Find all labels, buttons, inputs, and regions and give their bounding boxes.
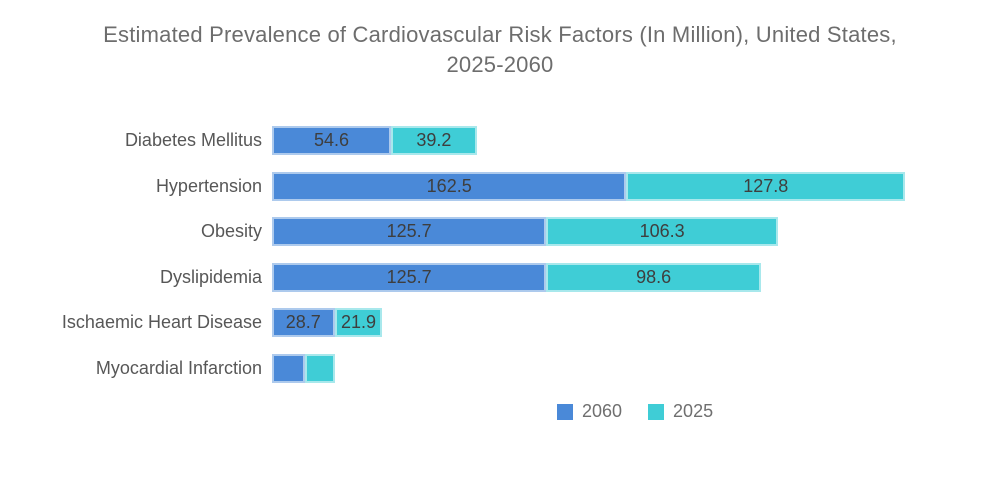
category-label: Ischaemic Heart Disease: [61, 312, 262, 333]
chart-row: Myocardial Infarction: [0, 346, 1000, 392]
bar-group: 54.6 39.2: [272, 126, 477, 156]
legend-item-2060[interactable]: 2060: [557, 401, 622, 422]
bar-group: [272, 353, 335, 383]
bar-value-label: 125.7: [386, 266, 432, 287]
bar-segment-2060[interactable]: 28.7: [272, 308, 335, 338]
chart-row: Obesity 125.7 106.3: [0, 209, 1000, 255]
bar-value-label: 21.9: [340, 312, 377, 333]
category-label: Hypertension: [155, 175, 262, 196]
stacked-bar-chart: Diabetes Mellitus 54.6 39.2 Hypertension 162…: [0, 118, 1000, 391]
bar-group: 125.7 98.6: [272, 262, 762, 292]
bar-group: 125.7 106.3: [272, 217, 778, 247]
chart-title-line1: Estimated Prevalence of Cardiovascular R…: [103, 22, 897, 47]
bar-segment-2025[interactable]: 39.2: [391, 126, 477, 156]
bar-segment-2025[interactable]: 21.9: [334, 308, 383, 338]
bar-segment-2025[interactable]: 127.8: [626, 171, 906, 201]
chart-title: Estimated Prevalence of Cardiovascular R…: [0, 0, 1000, 80]
legend-item-2025[interactable]: 2025: [648, 401, 713, 422]
category-label: Diabetes Mellitus: [124, 130, 262, 151]
chart-row: Dyslipidemia 125.7 98.6: [0, 255, 1000, 301]
chart-legend: 2060 2025: [557, 401, 713, 422]
bar-segment-2025[interactable]: 98.6: [546, 262, 762, 292]
bar-segment-2025[interactable]: 106.3: [546, 217, 778, 247]
bar-segment-2060[interactable]: 125.7: [272, 262, 547, 292]
chart-title-line2: 2025-2060: [446, 52, 554, 77]
bar-segment-2060[interactable]: [272, 353, 306, 383]
bar-value-label: 127.8: [743, 175, 789, 196]
chart-row: Ischaemic Heart Disease 28.7 21.9: [0, 300, 1000, 346]
category-label: Dyslipidemia: [159, 266, 262, 287]
legend-swatch-icon: [648, 403, 665, 420]
legend-swatch-icon: [557, 403, 573, 420]
bar-value-label: 39.2: [416, 130, 452, 151]
bar-segment-2025[interactable]: [305, 353, 335, 383]
category-label: Myocardial Infarction: [95, 357, 262, 378]
bar-value-label: 98.6: [636, 266, 672, 287]
legend-label: 2060: [582, 401, 623, 421]
bar-segment-2060[interactable]: 54.6: [272, 126, 392, 156]
bar-value-label: 28.7: [285, 312, 321, 333]
bar-value-label: 162.5: [426, 175, 472, 196]
bar-segment-2060[interactable]: 125.7: [272, 217, 547, 247]
bar-value-label: 106.3: [639, 221, 685, 242]
bar-group: 162.5 127.8: [272, 171, 906, 201]
bar-group: 28.7 21.9: [272, 308, 383, 338]
legend-label: 2025: [673, 401, 714, 421]
bar-segment-2060[interactable]: 162.5: [272, 171, 627, 201]
chart-row: Hypertension 162.5 127.8: [0, 164, 1000, 210]
category-label: Obesity: [200, 221, 262, 242]
bar-value-label: 54.6: [314, 130, 350, 151]
chart-row: Diabetes Mellitus 54.6 39.2: [0, 118, 1000, 164]
bar-value-label: 125.7: [386, 221, 432, 242]
